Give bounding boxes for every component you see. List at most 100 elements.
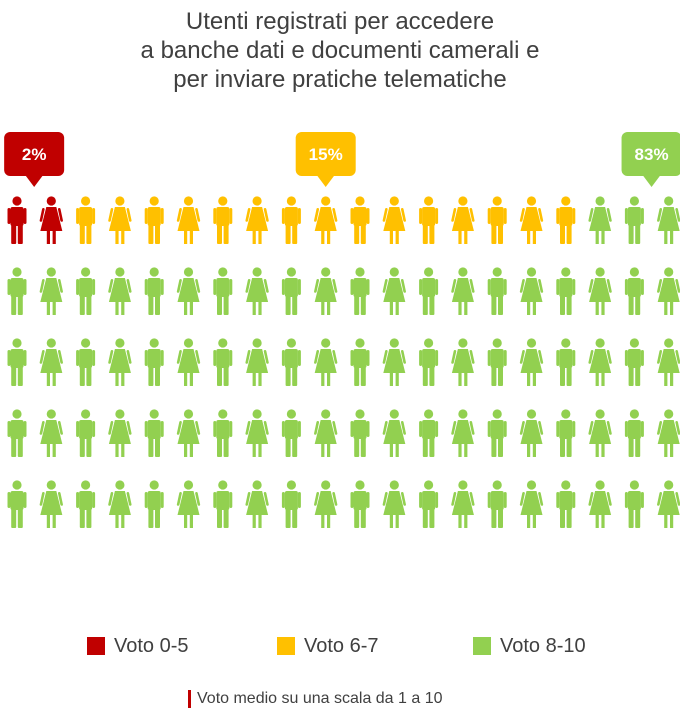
person-icon-woman — [657, 409, 680, 457]
person-icon-woman — [588, 480, 612, 528]
person-icon-man — [144, 196, 164, 244]
person-icon-woman — [588, 196, 612, 244]
person-icon-woman — [657, 196, 680, 244]
person-icon-woman — [39, 409, 63, 457]
pictogram-chart: 2% 15% 83% — [4, 132, 680, 528]
callout-label: 2% — [22, 145, 47, 164]
person-icon-man — [419, 480, 439, 528]
title-line-2: a banche dati e documenti camerali e — [140, 37, 540, 64]
legend-label: Voto 8-10 — [500, 634, 586, 657]
person-icon-man — [487, 338, 507, 386]
person-icon-woman — [519, 338, 544, 386]
person-icon-man — [487, 196, 507, 244]
person-icon-man — [281, 196, 301, 244]
person-icon-man — [556, 196, 576, 244]
person-icon-man — [350, 409, 370, 457]
person-icon-man — [76, 409, 96, 457]
person-icon-man — [556, 409, 576, 457]
person-icon-woman — [519, 267, 544, 315]
person-icon-woman — [519, 480, 544, 528]
person-icon-woman — [245, 196, 269, 244]
chart-title: Utenti registrati per accedere a banche … — [0, 7, 680, 94]
person-icon-man — [144, 338, 164, 386]
person-icon-woman — [176, 480, 201, 528]
person-icon-woman — [314, 196, 338, 244]
person-icon-man — [7, 196, 27, 244]
person-icon-woman — [657, 267, 680, 315]
person-icon-man — [350, 267, 370, 315]
person-icon-man — [556, 267, 576, 315]
person-icon-man — [281, 409, 301, 457]
person-icon-man — [281, 267, 301, 315]
person-icon-man — [419, 338, 439, 386]
legend-item-voto-6-7: Voto 6-7 — [277, 634, 379, 658]
person-icon-woman — [108, 409, 132, 457]
person-icon-woman — [588, 267, 612, 315]
legend-swatch-yellow — [277, 637, 295, 655]
person-icon-man — [213, 409, 233, 457]
person-icon-woman — [108, 480, 132, 528]
person-icon-man — [213, 338, 233, 386]
callout-voto-8-10: 83% — [621, 132, 680, 187]
footnote-marker — [188, 690, 191, 708]
person-icon-man — [76, 196, 96, 244]
footnote: Voto medio su una scala da 1 a 10 — [188, 688, 443, 710]
person-icon-man — [350, 196, 370, 244]
person-icon-woman — [314, 480, 338, 528]
person-icon-woman — [176, 409, 201, 457]
person-icon-woman — [451, 338, 475, 386]
callout-label: 15% — [309, 145, 343, 164]
person-icon-woman — [39, 267, 63, 315]
person-icon-man — [213, 267, 233, 315]
person-icon-man — [144, 480, 164, 528]
person-icon-woman — [382, 338, 406, 386]
person-icon-man — [350, 338, 370, 386]
person-icon-man — [144, 409, 164, 457]
person-icon-woman — [176, 338, 201, 386]
legend-swatch-green — [473, 637, 491, 655]
person-icon-man — [419, 267, 439, 315]
person-icon-man — [76, 338, 96, 386]
person-icon-woman — [245, 338, 269, 386]
person-icon-woman — [39, 338, 63, 386]
person-icon-man — [213, 196, 233, 244]
legend-item-voto-0-5: Voto 0-5 — [87, 634, 189, 658]
footnote-text: Voto medio su una scala da 1 a 10 — [197, 690, 443, 707]
person-icon-woman — [519, 196, 544, 244]
person-icon-man — [350, 480, 370, 528]
person-icon-woman — [108, 196, 132, 244]
person-icon-woman — [245, 267, 269, 315]
callout-pointer — [316, 175, 335, 187]
person-icon-woman — [245, 480, 269, 528]
person-icon-woman — [451, 480, 475, 528]
person-icon-woman — [451, 196, 475, 244]
person-icon-man — [7, 267, 27, 315]
legend-label: Voto 6-7 — [304, 634, 379, 657]
person-icon-man — [76, 267, 96, 315]
person-icon-man — [76, 480, 96, 528]
person-icon-man — [487, 409, 507, 457]
person-icon-woman — [39, 480, 63, 528]
person-icon-man — [281, 480, 301, 528]
person-icon-man — [419, 196, 439, 244]
title-line-3: per inviare pratiche telematiche — [173, 66, 507, 93]
person-icon-man — [487, 267, 507, 315]
person-icon-man — [7, 409, 27, 457]
person-icon-man — [624, 338, 644, 386]
callout-voto-0-5: 2% — [4, 132, 65, 187]
person-icon-woman — [176, 196, 201, 244]
person-icon-man — [144, 267, 164, 315]
person-icon-man — [624, 480, 644, 528]
legend-swatch-red — [87, 637, 105, 655]
icon-grid — [7, 196, 680, 528]
person-icon-man — [624, 267, 644, 315]
person-icon-woman — [657, 338, 680, 386]
person-icon-woman — [451, 267, 475, 315]
person-icon-woman — [314, 267, 338, 315]
person-icon-man — [213, 480, 233, 528]
person-icon-man — [624, 409, 644, 457]
callout-box — [621, 132, 680, 176]
callout-box — [295, 132, 356, 176]
person-icon-man — [556, 480, 576, 528]
person-icon-woman — [382, 196, 406, 244]
